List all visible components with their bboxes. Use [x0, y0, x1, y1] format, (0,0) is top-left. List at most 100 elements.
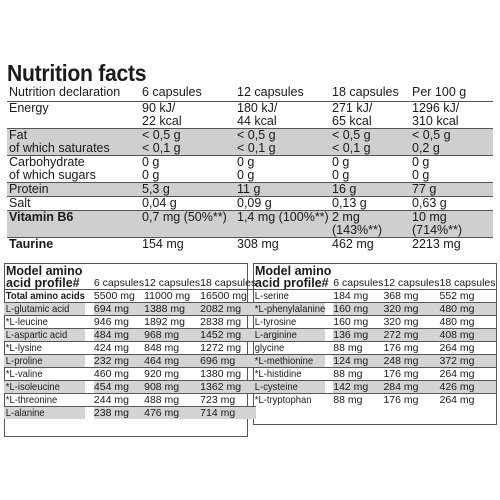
amino-acid-value: 160 mg — [333, 302, 384, 316]
amino-acid-value: 552 mg — [439, 290, 475, 302]
nutrient-value: 0,13 g — [332, 197, 412, 211]
amino-acid-value: 484 mg — [93, 328, 145, 342]
amino-row: *L-lysine 424 mg 848 mg 1272 mg — [4, 341, 257, 355]
nutrition-row: Vitamin B6 0,7 mg (50%**) 1,4 mg (100%**) 2… — [7, 210, 493, 238]
amino-acid-table-left: Model amino acid profile# 6 capsules 12 cap… — [4, 263, 257, 419]
amino-acid-value: 372 mg — [439, 354, 496, 368]
amino-title: acid profile# — [255, 276, 329, 290]
amino-row: L-glutamic acid 694 mg 1388 mg 2082 mg — [4, 302, 257, 316]
nutrient-value-line: 0,09 g — [237, 196, 272, 210]
amino-acid-value: 176 mg — [383, 394, 419, 406]
amino-acid-name: L-glutamic acid — [4, 302, 85, 316]
page-title: Nutrition facts — [7, 60, 147, 86]
amino-header-row: acid profile# 6 capsules 12 capsules 18 cap… — [253, 277, 496, 290]
nutrient-label: Protein — [9, 182, 49, 196]
amino-acid-value: 946 mg — [93, 316, 129, 328]
nutrient-label: Energy — [9, 101, 49, 115]
amino-acid-name: *L-leucine — [5, 316, 48, 328]
nutrient-value-line2: 310 kcal — [412, 114, 459, 128]
nutrient-label: Salt — [9, 196, 31, 210]
nutrient-value-line2: 22 kcal — [142, 114, 182, 128]
nutrient-value: 462 mg — [332, 238, 412, 252]
amino-acid-value: 136 mg — [333, 328, 384, 342]
nutrient-name: Vitamin B6 — [7, 210, 142, 238]
nutrition-header-row: Nutrition declaration 6 capsules 12 capsul… — [7, 86, 493, 102]
amino-acid-value: 232 mg — [93, 354, 145, 368]
amino-acid-name: L-aspartic acid — [4, 328, 85, 342]
nutrient-value-line2: 0 g — [237, 168, 255, 182]
nutrient-value: 90 kJ/22 kcal — [142, 102, 237, 129]
nutrient-value-line: 0 g — [142, 155, 160, 169]
nutrition-row: Energy 90 kJ/22 kcal 180 kJ/44 kcal 271 kJ/… — [7, 101, 493, 129]
amino-acid-value: 1272 mg — [200, 342, 242, 354]
nutrient-name: Energy — [7, 102, 142, 129]
nutrient-value-line: 0 g — [412, 155, 430, 169]
amino-acid-value: 723 mg — [200, 394, 236, 406]
nutrient-value-line: < 0,5 g — [237, 128, 276, 142]
amino-row: *L-tryptophan 88 mg 176 mg 264 mg — [253, 393, 496, 407]
amino-row: *L-leucine 946 mg 1892 mg 2838 mg — [4, 315, 257, 329]
nutrient-name: Carbohydrate of which sugars — [7, 156, 142, 183]
amino-row: L-proline 232 mg 464 mg 696 mg — [4, 354, 257, 368]
nutrient-value-line: 0,63 g — [412, 196, 447, 210]
amino-acid-value: 848 mg — [144, 342, 180, 354]
amino-acid-value: 320 mg — [383, 302, 440, 316]
amino-row: L-arginine 136 mg 272 mg 408 mg — [253, 328, 496, 342]
amino-acid-value: 714 mg — [200, 406, 257, 419]
nutrient-value: 2 mg (143%**) — [332, 210, 412, 238]
amino-acid-name: L-arginine — [253, 328, 326, 342]
nutrient-value: 271 kJ/65 kcal — [332, 102, 412, 129]
amino-acid-value: 16500 mg — [200, 290, 247, 302]
amino-column-header: 12 capsules — [144, 277, 201, 289]
amino-column-header: 12 capsules — [383, 277, 440, 289]
amino-acid-value: 284 mg — [383, 380, 440, 394]
nutrient-value-line: 5,3 g — [142, 182, 170, 196]
amino-acid-value: 176 mg — [383, 342, 419, 354]
nutrient-value: 0,7 mg (50%**) — [142, 210, 237, 238]
nutrient-value-line: < 0,5 g — [332, 128, 371, 142]
nutrient-value-line: 1296 kJ/ — [412, 101, 460, 115]
nutrient-value: 154 mg — [142, 238, 237, 252]
amino-acid-value: 1362 mg — [200, 380, 257, 394]
amino-acid-name: *L-isoleucine — [4, 380, 85, 394]
nutrition-table: Nutrition declaration 6 capsules 12 capsul… — [7, 86, 493, 251]
amino-acid-name: L-serine — [254, 290, 289, 302]
amino-acid-value: 248 mg — [383, 354, 440, 368]
nutrient-name: Taurine — [7, 238, 142, 252]
nutrient-value: 10 mg (714%**) — [412, 210, 493, 238]
amino-title-row: Model amino — [253, 263, 496, 278]
nutrient-value: < 0,5 g < 0,1 g — [237, 128, 332, 156]
amino-row: L-alanine 238 mg 476 mg 714 mg — [4, 406, 257, 419]
amino-acid-value: 88 mg — [333, 368, 363, 380]
nutrient-value-line: 1,4 mg (100%**) — [237, 210, 329, 224]
amino-left-frame — [4, 263, 248, 437]
amino-acid-value: 1388 mg — [144, 302, 201, 316]
nutrient-value-line: 0,04 g — [142, 196, 177, 210]
amino-acid-value: 464 mg — [144, 354, 201, 368]
amino-acid-value: 480 mg — [439, 316, 475, 328]
nutrient-value-line: < 0,5 g — [412, 128, 451, 142]
nutrition-header-cell: Nutrition declaration — [9, 85, 121, 99]
nutrient-value-line: 11 g — [237, 182, 261, 196]
nutrient-value-line: 0 g — [332, 155, 350, 169]
amino-title: acid profile# — [6, 276, 80, 290]
nutrient-value-line: 0,7 mg (50%**) — [142, 210, 227, 224]
nutrition-row: Protein 5,3 g 11 g 16 g 77 g — [7, 182, 493, 197]
amino-row: *L-isoleucine 454 mg 908 mg 1362 mg — [4, 380, 257, 394]
amino-row: *L-valine 460 mg 920 mg 1380 mg — [4, 367, 257, 381]
nutrient-value: < 0,5 g < 0,1 g — [332, 128, 412, 156]
nutrient-value-line2: 0 g — [142, 168, 160, 182]
amino-row: glycine 88 mg 176 mg 264 mg — [253, 341, 496, 355]
amino-acid-table-right: Model amino acid profile# 6 capsules 12 cap… — [253, 263, 496, 406]
amino-acid-value: 460 mg — [93, 368, 129, 380]
amino-acid-name: *L-tryptophan — [254, 394, 312, 406]
amino-acid-value: 88 mg — [333, 342, 363, 354]
nutrient-value-line: 0 g — [237, 155, 255, 169]
nutrient-value-line2: < 0,1 g — [237, 141, 276, 155]
nutrition-row: Salt 0,04 g 0,09 g 0,13 g 0,63 g — [7, 196, 493, 211]
amino-title: Model amino — [255, 264, 332, 278]
amino-row: L-serine 184 mg 368 mg 552 mg — [253, 289, 496, 303]
amino-acid-value: 5500 mg — [93, 290, 135, 302]
